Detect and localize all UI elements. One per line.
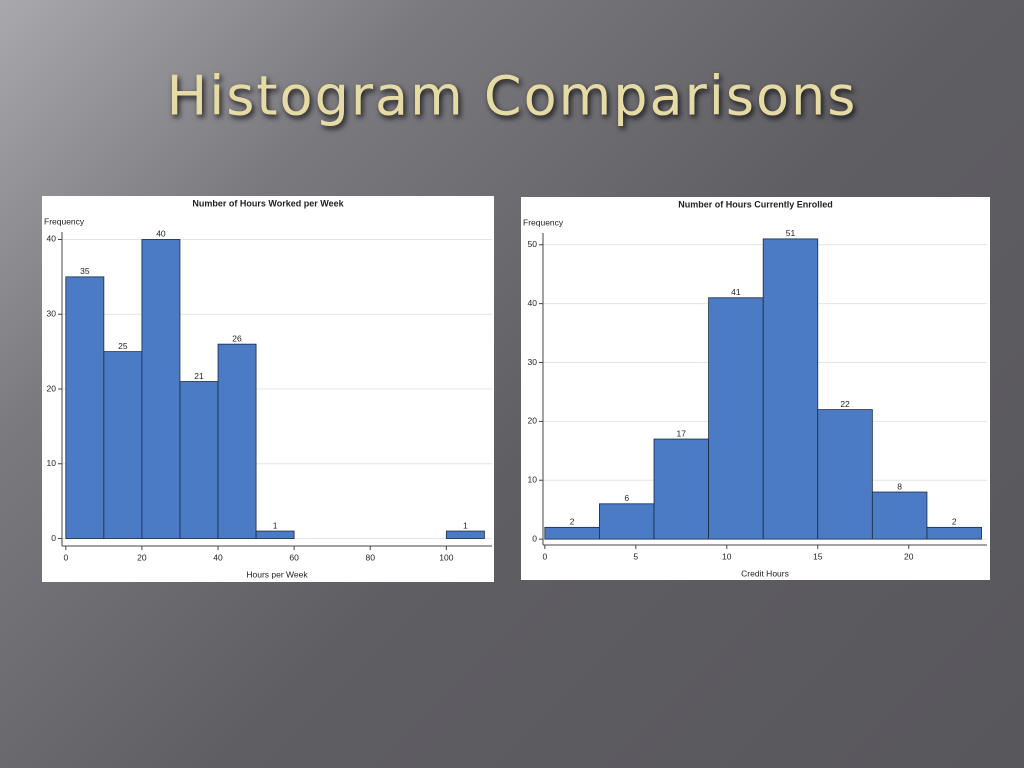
bar	[926, 526, 982, 540]
bar	[599, 503, 655, 540]
bar	[871, 491, 928, 540]
bar	[217, 343, 257, 539]
y-tick-label: 40	[528, 298, 538, 308]
data-label: 41	[731, 287, 741, 297]
y-tick-label: 0	[51, 533, 56, 543]
data-label: 17	[677, 428, 687, 438]
bar	[179, 381, 219, 539]
bar	[445, 530, 485, 539]
slide-title: Histogram Comparisons	[167, 65, 858, 128]
x-tick-label: 15	[813, 551, 823, 561]
y-tick-label: 10	[528, 474, 538, 484]
y-axis-label: Frequency	[44, 216, 85, 226]
x-tick-label: 20	[904, 551, 914, 561]
data-label: 2	[952, 517, 957, 527]
bar	[544, 526, 600, 540]
bar	[817, 409, 873, 540]
y-tick-label: 10	[47, 458, 57, 468]
x-tick-label: 20	[137, 552, 147, 562]
bar	[762, 238, 819, 540]
data-label: 35	[80, 266, 90, 276]
data-label: 1	[463, 520, 468, 530]
x-tick-label: 0	[542, 551, 547, 561]
data-label: 51	[786, 228, 796, 238]
bar	[65, 276, 105, 539]
y-tick-label: 20	[528, 416, 538, 426]
data-label: 22	[840, 399, 850, 409]
y-tick-label: 0	[532, 533, 537, 543]
y-tick-label: 40	[47, 234, 57, 244]
x-tick-label: 0	[63, 552, 68, 562]
chart-title: Number of Hours Worked per Week	[192, 198, 344, 208]
data-label: 2	[570, 517, 575, 527]
x-axis-label: Credit Hours	[741, 568, 789, 578]
bar	[653, 438, 709, 540]
y-tick-label: 30	[47, 308, 57, 318]
bar	[103, 351, 143, 539]
y-tick-label: 30	[528, 357, 538, 367]
data-label: 1	[273, 520, 278, 530]
x-tick-label: 40	[213, 552, 223, 562]
y-tick-label: 20	[47, 383, 57, 393]
data-label: 26	[232, 333, 242, 343]
x-axis-label: Hours per Week	[246, 569, 308, 579]
x-tick-label: 5	[633, 551, 638, 561]
chart-title: Number of Hours Currently Enrolled	[678, 199, 833, 209]
y-tick-label: 50	[528, 239, 538, 249]
bar	[255, 530, 295, 539]
bar	[708, 297, 764, 540]
x-tick-label: 10	[722, 551, 732, 561]
data-label: 21	[194, 371, 204, 381]
y-axis-label: Frequency	[523, 217, 564, 227]
data-label: 6	[624, 493, 629, 503]
x-tick-label: 100	[439, 552, 453, 562]
data-label: 8	[897, 481, 902, 491]
bar	[141, 239, 181, 539]
x-tick-label: 80	[365, 552, 375, 562]
data-label: 40	[156, 229, 166, 239]
data-label: 25	[118, 341, 128, 351]
x-tick-label: 60	[289, 552, 299, 562]
